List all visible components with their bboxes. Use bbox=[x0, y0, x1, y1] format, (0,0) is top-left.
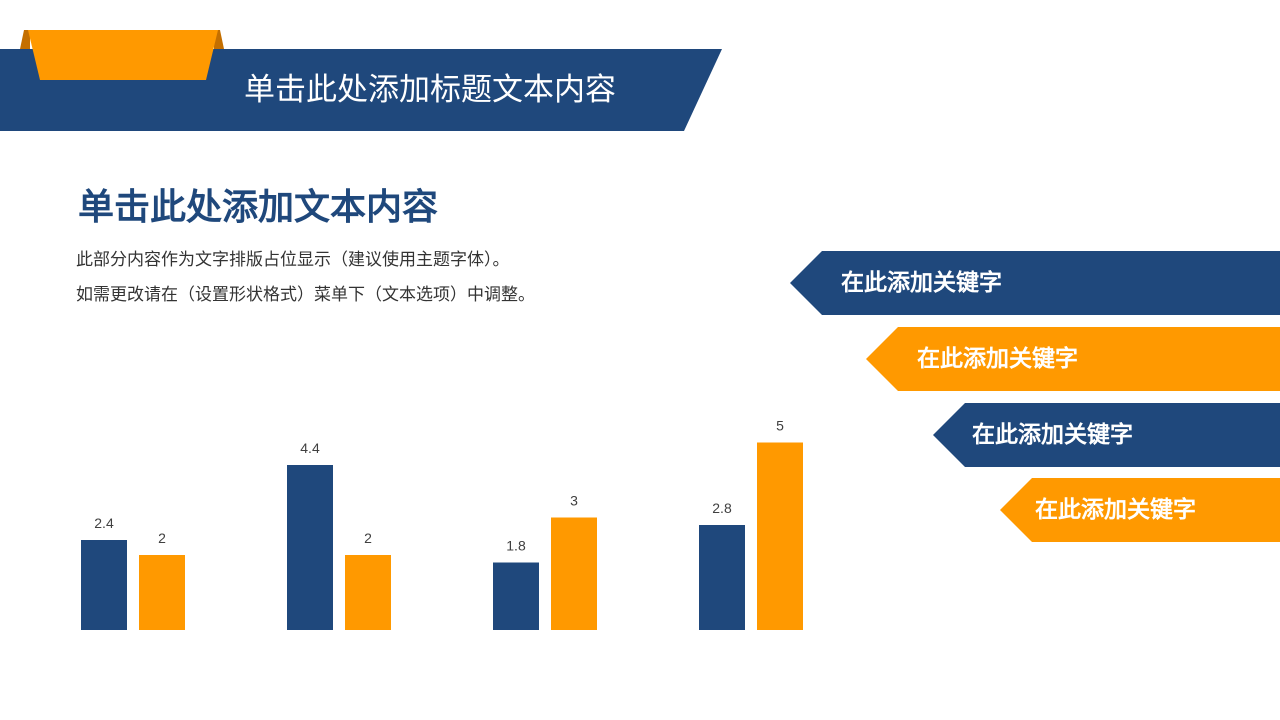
keyword-banner-1[interactable]: 在此添加关键字 bbox=[790, 251, 1280, 315]
keyword-label: 在此添加关键字 bbox=[841, 270, 1002, 296]
keyword-arrow-shape bbox=[1000, 478, 1280, 542]
bar-series-2-item-4 bbox=[757, 442, 803, 630]
keyword-banner-4[interactable]: 在此添加关键字 bbox=[1000, 478, 1280, 542]
keyword-banner-2[interactable]: 在此添加关键字 bbox=[866, 327, 1280, 391]
keyword-arrow-shape bbox=[790, 251, 1280, 315]
keyword-label: 在此添加关键字 bbox=[917, 346, 1078, 372]
section-description-line[interactable]: 如需更改请在（设置形状格式）菜单下（文本选项）中调整。 bbox=[76, 285, 535, 305]
keyword-arrow-shape bbox=[933, 403, 1280, 467]
bar-data-label: 2.8 bbox=[712, 500, 732, 516]
section-description-line[interactable]: 此部分内容作为文字排版占位显示（建议使用主题字体）。 bbox=[76, 250, 510, 270]
header-banner bbox=[0, 30, 722, 131]
bar-series-1-item-1 bbox=[81, 540, 127, 630]
bar-series-2-item-2 bbox=[345, 555, 391, 630]
bar-data-label: 2 bbox=[364, 530, 372, 546]
section-heading[interactable]: 单击此处添加文本内容 bbox=[78, 187, 439, 228]
bar-data-label: 1.8 bbox=[506, 538, 526, 554]
bar-data-label: 4.4 bbox=[300, 440, 320, 456]
bar-series-1-item-3 bbox=[493, 562, 539, 630]
header-title[interactable]: 单击此处添加标题文本内容 bbox=[244, 72, 616, 108]
header-ribbon bbox=[28, 30, 218, 80]
keyword-label: 在此添加关键字 bbox=[972, 422, 1133, 448]
bar-series-1-item-4 bbox=[699, 525, 745, 630]
bar-series-2-item-1 bbox=[139, 555, 185, 630]
bar-series-2-item-3 bbox=[551, 517, 597, 630]
bar-data-label: 5 bbox=[776, 418, 784, 434]
header-ribbon-fold-left bbox=[20, 30, 30, 49]
bar-data-label: 2 bbox=[158, 530, 166, 546]
keyword-arrow-shape bbox=[866, 327, 1280, 391]
keyword-banner-3[interactable]: 在此添加关键字 bbox=[933, 403, 1280, 467]
keyword-label: 在此添加关键字 bbox=[1035, 497, 1196, 523]
bar-chart: 2.4 4.4 1.8 2.8 2 2 3 5 bbox=[81, 418, 803, 630]
bar-data-label: 2.4 bbox=[94, 515, 114, 531]
bar-data-label: 3 bbox=[570, 493, 578, 509]
bar-series-1-item-2 bbox=[287, 465, 333, 630]
